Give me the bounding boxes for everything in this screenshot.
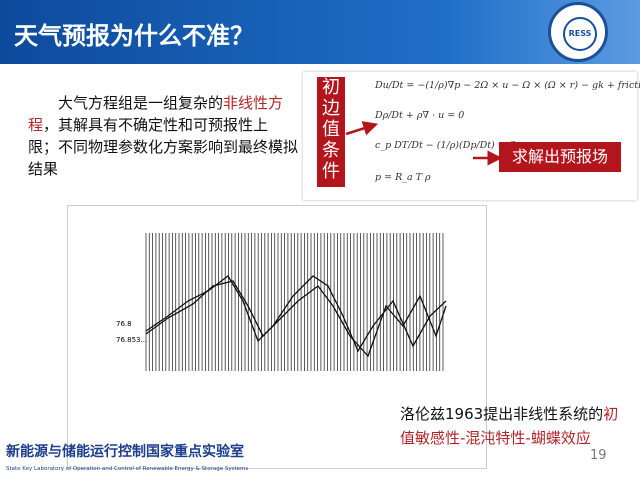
equations-panel: 初边值条件 Du/Dt = −(1/ρ)∇p − 2Ω × u − Ω × (Ω…	[303, 72, 640, 200]
caption: 洛伦兹1963提出非线性系统的初值敏感性-混沌特性-蝴蝶效应	[400, 402, 620, 450]
lorenz-plot	[145, 233, 447, 371]
caption-text: 洛伦兹1963提出非线性系统的	[400, 405, 604, 423]
lab-name-cn: 新能源与储能运行控制国家重点实验室	[6, 444, 244, 460]
continuity-equation: Dρ/Dt + ρ∇ · u = 0	[375, 110, 465, 121]
page-number: 19	[590, 448, 607, 463]
energy-equation: c_p DT/Dt − (1/ρ)(Dp/Dt) = Q	[375, 140, 517, 151]
intro-text-rest: ，其解具有不确定性和可预报性上限；不同物理参数化方案影响到最终模拟结果	[28, 116, 299, 178]
momentum-equation: Du/Dt = −(1/ρ)∇p − 2Ω × u − Ω × (Ω × r) …	[375, 80, 640, 91]
forecast-field-label: 求解出预报场	[499, 142, 621, 172]
figure-label-1: 76.8	[116, 320, 132, 328]
caption-highlight: 初值敏感性-混沌特性-蝴蝶效应	[400, 405, 619, 447]
trajectory-1	[145, 275, 447, 353]
lorenz-figure: 76.8 76.853...	[67, 205, 487, 469]
figure-label-2: 76.853...	[116, 336, 148, 344]
intro-paragraph: 大气方程组是一组复杂的非线性方程，其解具有不确定性和可预报性上限；不同物理参数化…	[28, 92, 298, 180]
lab-logo: RESS	[548, 2, 608, 62]
lab-name-en: State Key Laboratory of Operation and Co…	[6, 466, 249, 472]
state-equation: p = R_a T ρ	[375, 172, 431, 183]
trajectory-2	[145, 280, 447, 358]
initial-boundary-label: 初边值条件	[317, 77, 345, 187]
slide-title: 天气预报为什么不准？	[14, 22, 254, 50]
header-bar: 天气预报为什么不准？ RESS	[0, 0, 640, 64]
intro-highlight: 非线性方程	[28, 94, 284, 134]
arrows	[345, 121, 503, 166]
logo-text: RESS	[563, 17, 597, 51]
intro-text: 大气方程组是一组复杂的	[58, 94, 224, 112]
